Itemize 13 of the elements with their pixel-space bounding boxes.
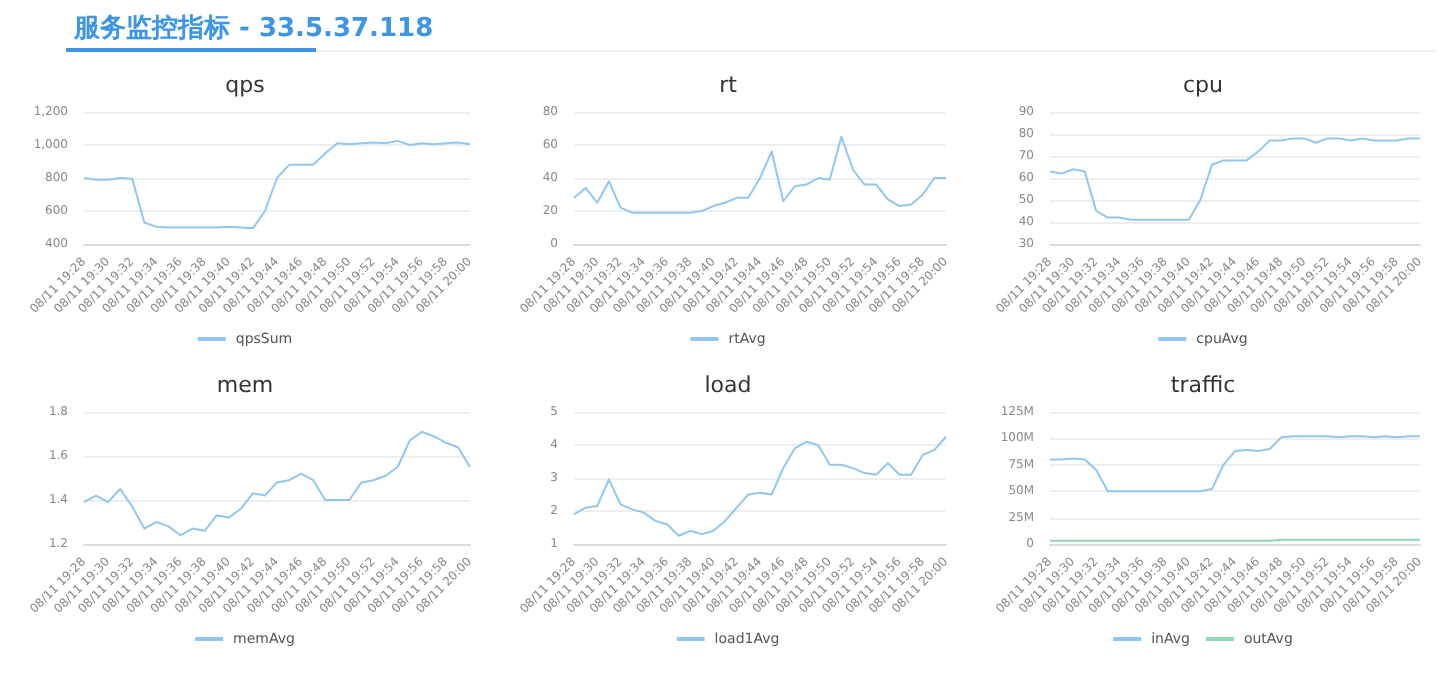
line-series — [1049, 435, 1421, 493]
line-series — [1049, 137, 1421, 221]
chart-title: load — [704, 372, 752, 398]
chart-title: traffic — [1170, 372, 1236, 398]
line-series — [83, 139, 471, 230]
line-series — [83, 430, 471, 537]
line-series — [573, 435, 947, 537]
chart-title: mem — [216, 372, 274, 398]
line-series — [573, 135, 947, 214]
chart-title: cpu — [1182, 72, 1224, 98]
text: 服务监控指标 - 33.5.37.118 — [74, 12, 434, 46]
chart-title: qps — [225, 72, 266, 98]
chart-title: rt — [719, 72, 739, 98]
